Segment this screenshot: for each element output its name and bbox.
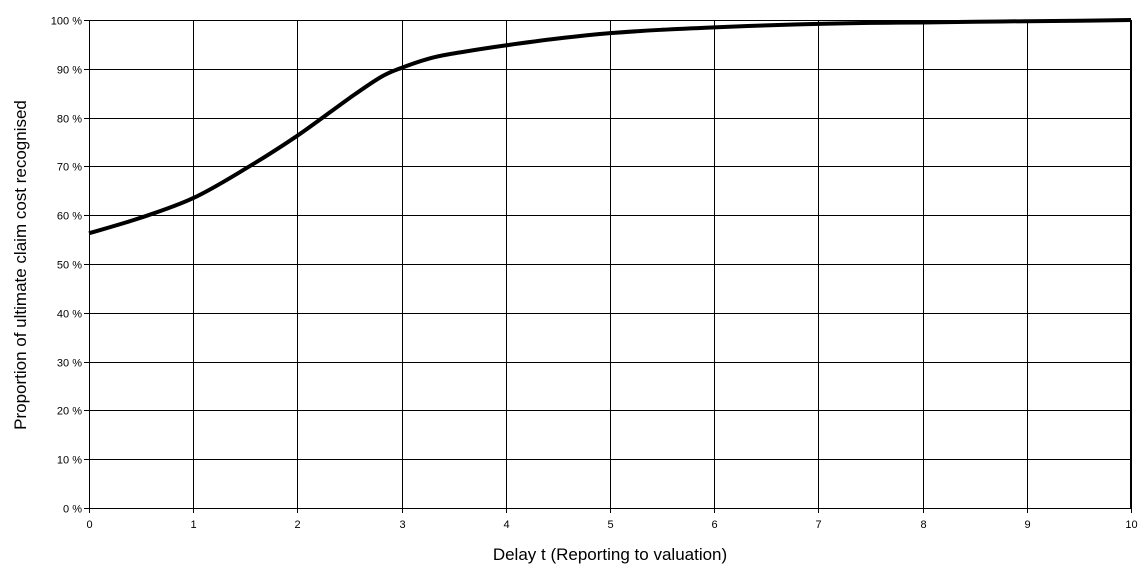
x-tick-label: 1 <box>190 519 196 531</box>
x-tick-label: 9 <box>1024 519 1030 531</box>
y-tick-label: 50 % <box>57 260 82 272</box>
y-tick-label: 30 % <box>57 358 82 370</box>
x-axis-title: Delay t (Reporting to valuation) <box>493 545 727 564</box>
y-axis-title: Proportion of ultimate claim cost recogn… <box>11 100 30 430</box>
y-tick-label: 80 % <box>57 114 82 126</box>
x-tick-label: 8 <box>920 519 926 531</box>
y-tick-label: 60 % <box>57 211 82 223</box>
y-axis-ticks: 0 % 10 % 20 % 30 % 40 % 50 % 60 % 70 % 80 % 90 % 1… <box>51 16 89 516</box>
x-tick-label: 5 <box>607 519 613 531</box>
series-layer <box>88 18 1132 236</box>
x-tick-label: 10 <box>1125 519 1137 531</box>
x-tick-label: 3 <box>399 519 405 531</box>
x-tick-label: 4 <box>503 519 509 531</box>
y-tick-label: 20 % <box>57 406 82 418</box>
y-tick-label: 10 % <box>57 455 82 467</box>
series-line-0 <box>88 18 1132 236</box>
x-tick-label: 2 <box>294 519 300 531</box>
x-tick-label: 7 <box>815 519 821 531</box>
y-tick-label: 40 % <box>57 309 82 321</box>
x-tick-label: 0 <box>86 519 92 531</box>
y-tick-label: 90 % <box>57 65 82 77</box>
y-tick-label: 0 % <box>63 504 82 516</box>
y-tick-label: 70 % <box>57 162 82 174</box>
x-axis-ticks: 0 1 2 3 4 5 6 7 8 9 10 <box>86 508 1138 531</box>
x-tick-label: 6 <box>711 519 717 531</box>
y-tick-label: 100 % <box>51 16 82 28</box>
